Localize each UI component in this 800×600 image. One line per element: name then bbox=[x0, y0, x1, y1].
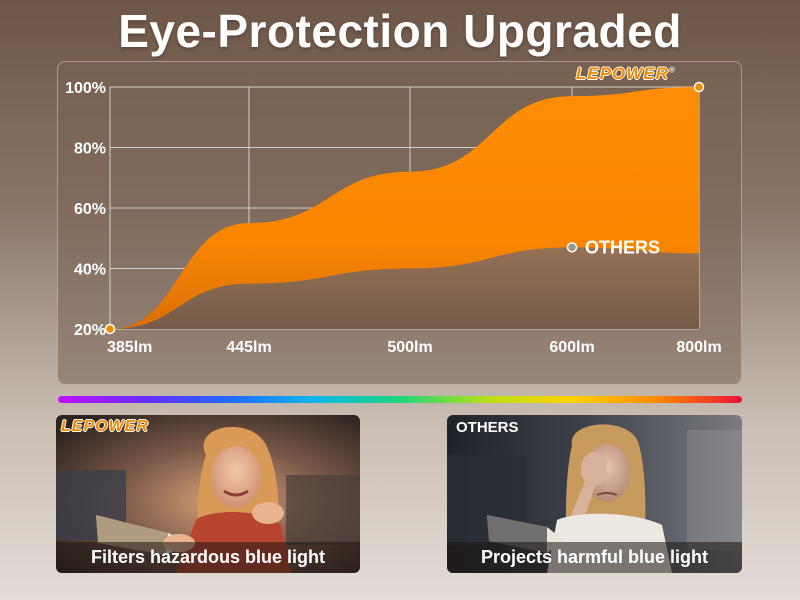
y-tick-label: 60% bbox=[74, 201, 106, 218]
x-tick-label: 445lm bbox=[226, 339, 271, 356]
others-area-series bbox=[110, 247, 699, 329]
x-tick-label: 385lm bbox=[107, 339, 152, 356]
y-tick-label: 80% bbox=[74, 141, 106, 158]
card-caption-lepower: Filters hazardous blue light bbox=[56, 542, 360, 573]
y-tick-label: 100% bbox=[65, 80, 106, 97]
others-reading-photo-card: OTHERS Projects harmful blue light bbox=[447, 415, 742, 573]
brand-logo: LEPOWER® bbox=[576, 64, 676, 84]
lepower-point-marker bbox=[693, 81, 705, 93]
comparison-chart: 100% 80% 60% 40% 20%385lm 445lm 500lm 600lm 800l… bbox=[65, 80, 721, 356]
others-point-marker bbox=[566, 242, 578, 253]
light-spectrum-bar bbox=[58, 396, 742, 403]
card-brand-logo: LEPOWER bbox=[61, 418, 149, 435]
page-title: Eye-Protection Upgraded bbox=[118, 5, 682, 57]
others-tag: OTHERS bbox=[456, 419, 519, 436]
lepower-reading-photo-card: LEPOWER Filters hazardous blue light bbox=[56, 415, 360, 573]
x-tick-label: 500lm bbox=[387, 339, 432, 356]
x-tick-label: 600lm bbox=[549, 339, 594, 356]
lepower-point-marker bbox=[104, 323, 116, 335]
card-caption-others: Projects harmful blue light bbox=[447, 542, 742, 573]
x-tick-label: 800lm bbox=[676, 339, 721, 356]
y-tick-label: 20% bbox=[74, 322, 106, 339]
brand-logo-text: LEPOWER bbox=[576, 64, 669, 83]
registered-mark: ® bbox=[668, 65, 676, 75]
y-tick-label: 40% bbox=[74, 262, 106, 279]
others-series-label: OTHERS bbox=[585, 237, 660, 257]
